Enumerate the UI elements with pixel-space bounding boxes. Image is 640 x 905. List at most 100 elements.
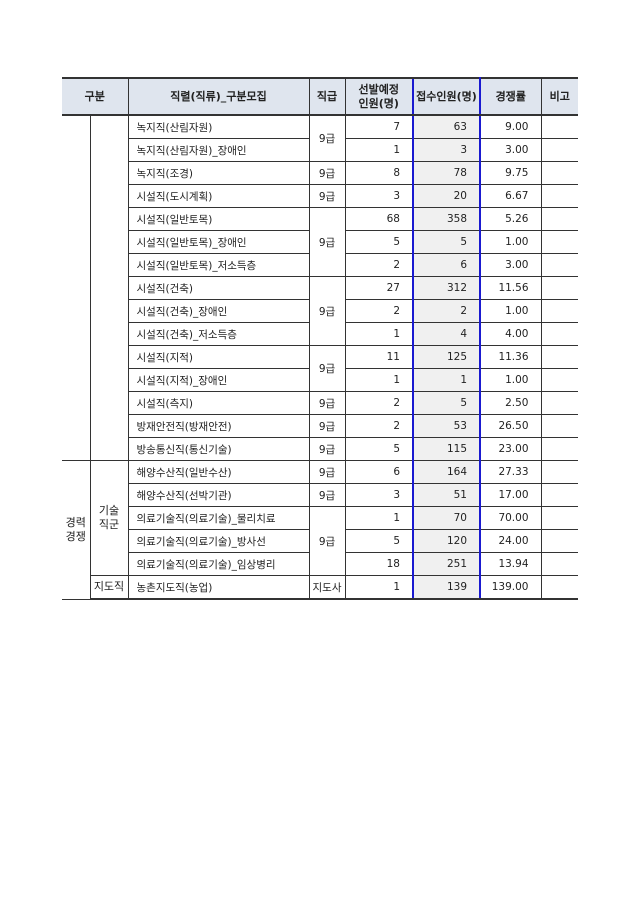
table-row: 시설직(지적)_장애인 1 1 1.00 <box>62 368 578 392</box>
applied-count: 358 <box>412 207 481 231</box>
grade: 지도사 <box>308 575 346 600</box>
table-row: 지도직 농촌지도직(농업) 지도사 1 139 139.00 <box>62 575 578 600</box>
series-name: 시설직(건축) <box>127 276 310 300</box>
table-row: 시설직(일반토목)_저소득층 2 6 3.00 <box>62 253 578 277</box>
grade: 9급 <box>308 207 346 277</box>
table-row: 방재안전직(방재안전) 9급 2 53 26.50 <box>62 414 578 438</box>
competition-rate: 13.94 <box>479 552 542 576</box>
competition-rate: 24.00 <box>479 529 542 553</box>
note <box>540 114 578 139</box>
competition-rate: 17.00 <box>479 483 542 507</box>
table-row: 시설직(도시계획) 9급 3 20 6.67 <box>62 184 578 208</box>
applied-count: 139 <box>412 575 481 600</box>
series-name: 해양수산직(일반수산) <box>127 460 310 484</box>
group-guidance: 지도직 <box>89 575 129 600</box>
planned-count: 11 <box>344 345 414 369</box>
applied-count: 51 <box>412 483 481 507</box>
planned-count: 5 <box>344 230 414 254</box>
applied-count: 115 <box>412 437 481 461</box>
note <box>540 299 578 323</box>
table-row: 시설직(측지) 9급 2 5 2.50 <box>62 391 578 415</box>
table-row: 의료기술직(의료기술)_임상병리 18 251 13.94 <box>62 552 578 576</box>
group-career: 경력 경쟁 <box>62 460 91 600</box>
table-row: 방송통신직(통신기술) 9급 5 115 23.00 <box>62 437 578 461</box>
applied-count: 78 <box>412 161 481 185</box>
subcategory-blank <box>89 115 129 461</box>
note <box>540 207 578 231</box>
grade: 9급 <box>308 161 346 185</box>
grade: 9급 <box>308 506 346 576</box>
note <box>540 506 578 530</box>
competition-rate: 6.67 <box>479 184 542 208</box>
applied-count: 5 <box>412 391 481 415</box>
competition-rate: 11.56 <box>479 276 542 300</box>
series-name: 의료기술직(의료기술)_임상병리 <box>127 552 310 576</box>
competition-rate: 23.00 <box>479 437 542 461</box>
applied-count: 4 <box>412 322 481 346</box>
applied-count: 120 <box>412 529 481 553</box>
note <box>540 322 578 346</box>
planned-count: 1 <box>344 322 414 346</box>
header-row: 구분 직렬(직류)_구분모집 직급 선발예정 인원(명) 접수인원(명) 경쟁률… <box>62 77 578 116</box>
grade: 9급 <box>308 114 346 162</box>
series-name: 녹지직(산림자원) <box>127 114 310 139</box>
competition-rate: 9.00 <box>479 114 542 139</box>
series-name: 농촌지도직(농업) <box>127 575 310 600</box>
note <box>540 391 578 415</box>
table-row: 시설직(건축) 9급 27 312 11.56 <box>62 276 578 346</box>
series-name: 시설직(도시계획) <box>127 184 310 208</box>
competition-rate: 2.50 <box>479 391 542 415</box>
header-grade: 직급 <box>308 77 346 116</box>
note <box>540 161 578 185</box>
planned-count: 1 <box>344 138 414 162</box>
planned-count: 3 <box>344 483 414 507</box>
planned-count: 3 <box>344 184 414 208</box>
applied-count: 6 <box>412 253 481 277</box>
planned-count: 2 <box>344 414 414 438</box>
table-row: 시설직(건축)_장애인 2 2 1.00 <box>62 299 578 323</box>
series-name: 시설직(지적)_장애인 <box>127 368 310 392</box>
note <box>540 529 578 553</box>
series-name: 시설직(일반토목)_장애인 <box>127 230 310 254</box>
competition-rate: 3.00 <box>479 138 542 162</box>
competition-rate: 9.75 <box>479 161 542 185</box>
note <box>540 345 578 369</box>
competition-rate: 70.00 <box>479 506 542 530</box>
applied-count: 70 <box>412 506 481 530</box>
table-row: 해양수산직(선박기관) 9급 3 51 17.00 <box>62 483 578 507</box>
series-name: 시설직(일반토목) <box>127 207 310 231</box>
grade: 9급 <box>308 184 346 208</box>
table-row: 시설직(지적) 9급 11 125 11.36 <box>62 345 578 392</box>
applicant-table: 구분 직렬(직류)_구분모집 직급 선발예정 인원(명) 접수인원(명) 경쟁률… <box>62 77 578 600</box>
planned-count: 2 <box>344 391 414 415</box>
planned-count: 8 <box>344 161 414 185</box>
applied-count: 312 <box>412 276 481 300</box>
series-name: 해양수산직(선박기관) <box>127 483 310 507</box>
planned-count: 2 <box>344 253 414 277</box>
planned-count: 27 <box>344 276 414 300</box>
table-row: 의료기술직(의료기술)_물리치료 9급 1 70 70.00 <box>62 506 578 576</box>
applied-count: 1 <box>412 368 481 392</box>
note <box>540 460 578 484</box>
planned-count: 7 <box>344 114 414 139</box>
note <box>540 575 578 600</box>
table-row: 시설직(건축)_저소득층 1 4 4.00 <box>62 322 578 346</box>
applied-count: 20 <box>412 184 481 208</box>
planned-count: 2 <box>344 299 414 323</box>
series-name: 의료기술직(의료기술)_물리치료 <box>127 506 310 530</box>
note <box>540 368 578 392</box>
header-applied: 접수인원(명) <box>412 77 481 116</box>
series-name: 방재안전직(방재안전) <box>127 414 310 438</box>
table-row: 녹지직(산림자원)_장애인 1 3 3.00 <box>62 138 578 162</box>
planned-count: 5 <box>344 437 414 461</box>
table-row: 경력 경쟁 기술 직군 해양수산직(일반수산) 9급 6 164 27.33 <box>62 460 578 600</box>
header-category: 구분 <box>62 77 129 116</box>
group-tech: 기술 직군 <box>89 460 129 576</box>
header-series: 직렬(직류)_구분모집 <box>127 77 310 116</box>
grade: 9급 <box>308 276 346 346</box>
category-blank <box>62 115 91 461</box>
planned-count: 1 <box>344 506 414 530</box>
grade: 9급 <box>308 414 346 438</box>
planned-count: 1 <box>344 368 414 392</box>
series-name: 녹지직(산림자원)_장애인 <box>127 138 310 162</box>
